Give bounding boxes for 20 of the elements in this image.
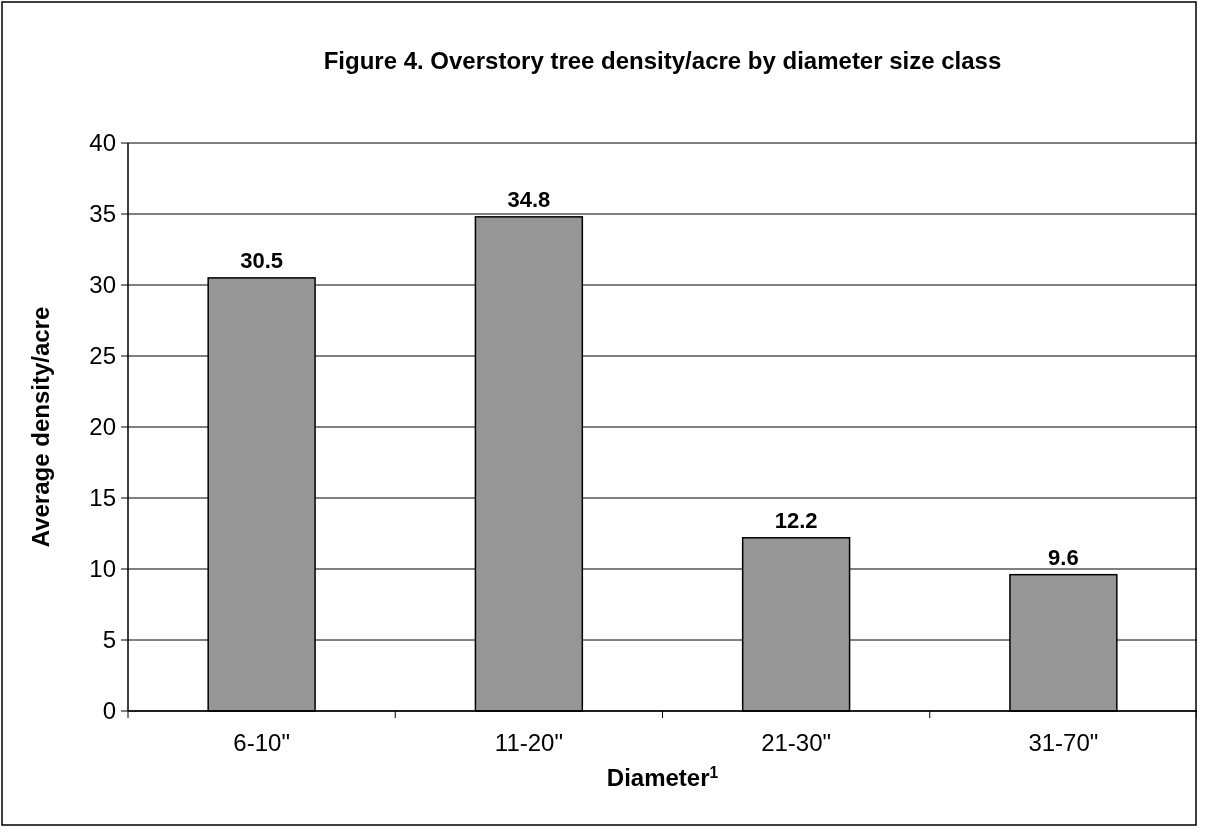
x-axis-title: Diameter$^{1}$ bbox=[606, 763, 719, 791]
y-tick-label: 10 bbox=[89, 555, 116, 583]
data-label: 34.8 bbox=[507, 186, 551, 212]
x-tick-label: 21-30" bbox=[761, 729, 832, 756]
x-tick-label: 11-20" bbox=[494, 729, 563, 756]
y-tick-label: 0 bbox=[102, 697, 116, 725]
x-tick-label: 6-10" bbox=[233, 729, 290, 756]
y-tick-label: 25 bbox=[89, 342, 116, 370]
data-label: 9.6 bbox=[1048, 544, 1079, 570]
y-tick-label: 30 bbox=[89, 271, 116, 299]
y-tick-label: 5 bbox=[102, 626, 116, 654]
x-tick-label: 31-70" bbox=[1028, 729, 1099, 756]
y-tick-label: 40 bbox=[89, 129, 116, 157]
y-tick-label: 35 bbox=[89, 200, 116, 228]
y-tick-label: 20 bbox=[89, 413, 116, 441]
data-label: 30.5 bbox=[240, 247, 284, 273]
data-label: 12.2 bbox=[774, 507, 818, 533]
y-axis-title: Average density/acre bbox=[27, 306, 54, 548]
y-tick-label: 15 bbox=[89, 484, 116, 512]
chart-title: Figure 4. Overstory tree density/acre by diameter size class bbox=[323, 47, 1002, 74]
